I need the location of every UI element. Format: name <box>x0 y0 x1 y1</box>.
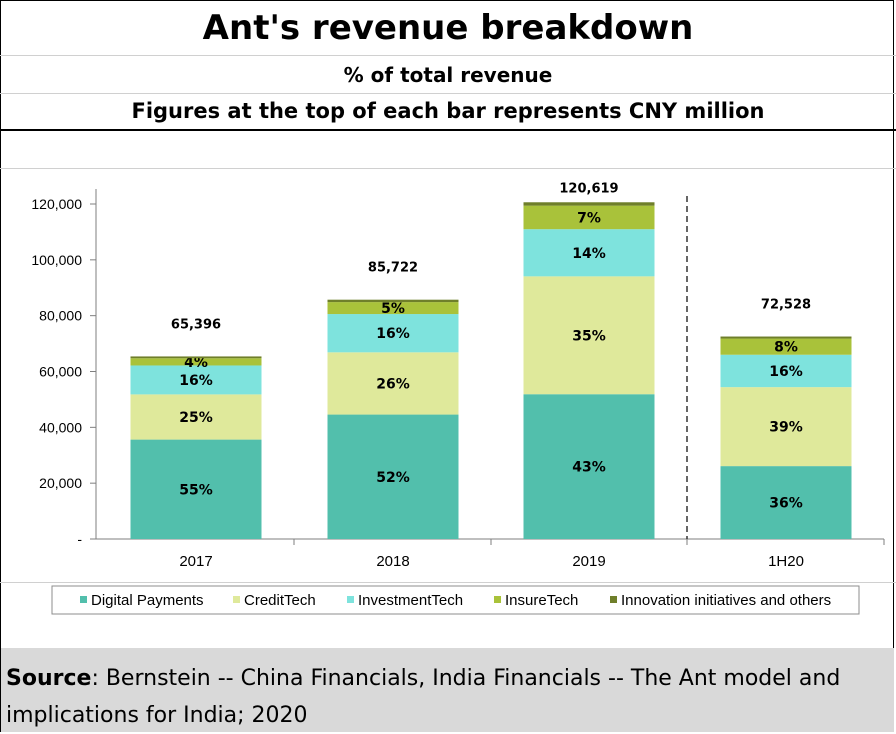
data-label: 39% <box>769 420 803 436</box>
data-label: 16% <box>769 364 803 380</box>
y-tick-label: 20,000 <box>39 475 82 491</box>
bar-segment <box>523 202 655 206</box>
chart-subtitle: % of total revenue <box>343 63 553 87</box>
y-tick-label: 120,000 <box>31 196 82 212</box>
page-title: Ant's revenue breakdown <box>202 8 694 48</box>
bar-segment <box>327 352 459 415</box>
data-label: 7% <box>577 210 601 226</box>
data-label: 52% <box>376 470 410 486</box>
bar-segment <box>720 338 852 355</box>
legend-swatch <box>610 596 617 603</box>
bar-segment <box>327 299 459 303</box>
header-divider <box>0 93 896 94</box>
legend-item-label: CreditTech <box>244 592 316 609</box>
source-label: Source <box>6 666 92 691</box>
legend-box <box>51 585 860 615</box>
legend-swatch <box>347 596 354 603</box>
source-note: Source: Bernstein -- China Financials, I… <box>1 648 894 732</box>
bar-segment <box>720 354 852 388</box>
data-label: 36% <box>769 496 803 512</box>
bar-segment <box>523 394 655 539</box>
data-label: 25% <box>179 410 213 426</box>
bar-segment <box>130 365 262 395</box>
bar-segment <box>130 439 262 539</box>
total-label: 65,396 <box>171 317 221 332</box>
legend-item-label: InsureTech <box>505 592 578 609</box>
grid-divider <box>0 582 896 583</box>
legend-swatch <box>80 596 87 603</box>
bar-segment <box>523 229 655 277</box>
data-label: 26% <box>376 376 410 392</box>
source-text: : Bernstein -- China Financials, India F… <box>6 666 841 728</box>
grid-divider <box>0 168 896 169</box>
bar-segment <box>130 356 262 359</box>
legend-item-label: Innovation initiatives and others <box>621 592 831 609</box>
y-tick-label: 60,000 <box>39 364 82 380</box>
y-tick-label: - <box>77 531 82 547</box>
bar-segment <box>327 302 459 315</box>
y-tick-label: 40,000 <box>39 419 82 435</box>
legend-swatch <box>233 596 240 603</box>
header-divider <box>0 55 896 56</box>
data-label: 14% <box>572 246 606 262</box>
y-tick-label: 80,000 <box>39 308 82 324</box>
bar-segment <box>523 276 655 395</box>
legend-swatch <box>494 596 501 603</box>
total-label: 120,619 <box>559 181 618 196</box>
bar-segment <box>130 394 262 440</box>
y-tick-label: 100,000 <box>31 252 82 268</box>
bar-segment <box>327 414 459 539</box>
bar-segment <box>130 358 262 366</box>
bar-segment <box>720 466 852 539</box>
data-label: 8% <box>774 340 798 356</box>
chart-note: Figures at the top of each bar represent… <box>131 99 765 123</box>
bar-segment <box>720 387 852 467</box>
data-label: 35% <box>572 328 606 344</box>
x-tick-label: 2017 <box>179 553 212 570</box>
total-label: 85,722 <box>368 261 418 276</box>
data-label: 43% <box>572 460 606 476</box>
bar-segment <box>327 314 459 353</box>
data-label: 16% <box>179 373 213 389</box>
total-label: 72,528 <box>761 298 811 313</box>
bar-segment <box>720 336 852 339</box>
data-label: 16% <box>376 326 410 342</box>
x-tick-label: 2018 <box>376 553 409 570</box>
data-label: 55% <box>179 482 213 498</box>
data-label: 5% <box>381 301 405 317</box>
legend-item-label: InvestmentTech <box>358 592 463 609</box>
legend-item-label: Digital Payments <box>91 592 204 609</box>
data-label: 4% <box>184 355 208 371</box>
x-tick-label: 2019 <box>572 553 605 570</box>
x-tick-label: 1H20 <box>768 553 804 570</box>
header-divider <box>0 129 896 131</box>
bar-segment <box>523 205 655 230</box>
